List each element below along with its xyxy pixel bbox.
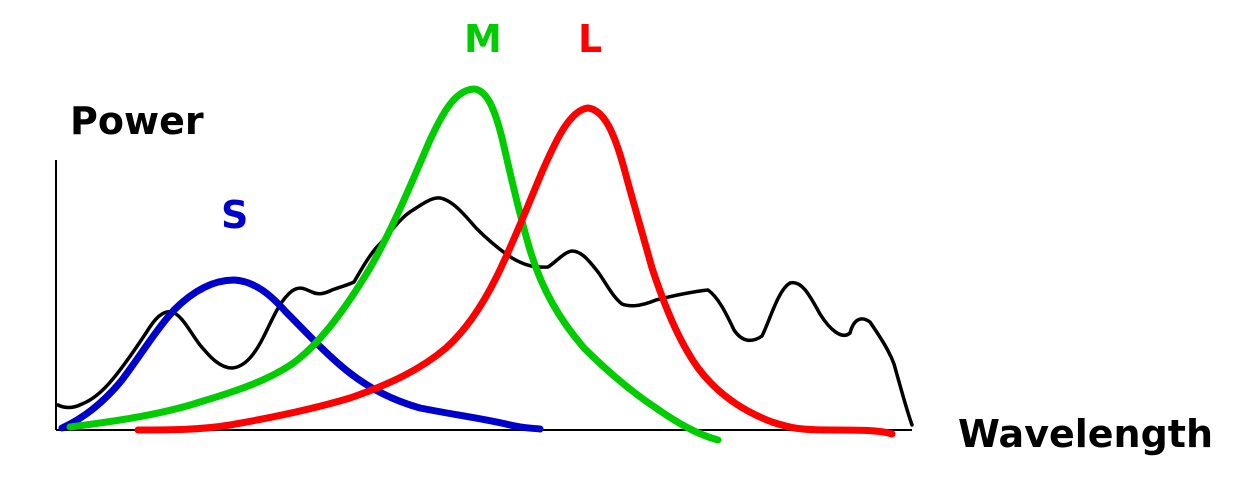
x-axis-label: Wavelength (958, 412, 1213, 456)
l-cone-label: L (578, 17, 602, 61)
m-cone-label: M (464, 17, 502, 61)
m-cone-curve (66, 85, 722, 444)
s-cone-label: S (221, 193, 248, 237)
light-spectrum-curve (56, 196, 914, 427)
y-axis-label: Power (70, 99, 204, 143)
l-cone-curve (134, 104, 896, 438)
s-cone-curve (58, 276, 544, 433)
